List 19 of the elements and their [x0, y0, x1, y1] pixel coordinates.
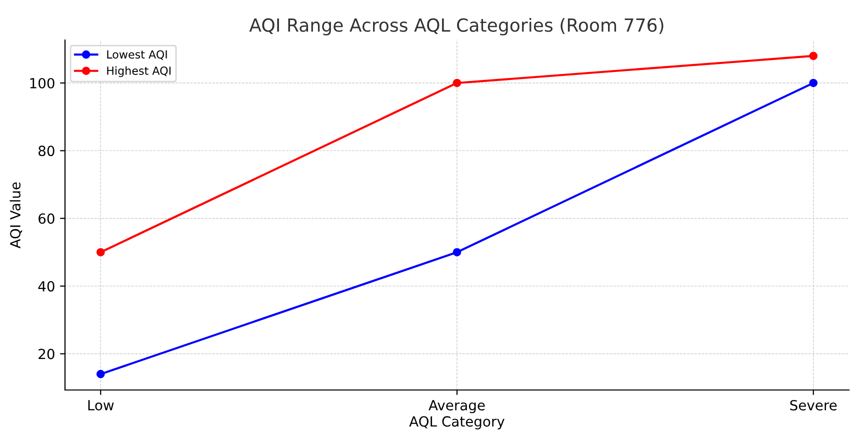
y-axis-title: AQI Value: [10, 182, 22, 248]
x-axis-title: AQL Category: [409, 416, 504, 430]
point: [96, 248, 105, 256]
legend-label: Highest AQI: [107, 66, 170, 78]
point: [452, 78, 462, 88]
x-tick-label: Average: [428, 400, 485, 414]
x-tick-label: Severe: [790, 400, 837, 410]
y-tick-label: 40: [38, 281, 54, 292]
point: [809, 52, 818, 60]
point: [96, 370, 105, 378]
y-tick-label: 60: [38, 213, 54, 224]
y-tick-label: 20: [38, 348, 54, 360]
point: [809, 78, 818, 88]
y-tick-label: 100: [30, 78, 54, 88]
x-tick-label: Low: [88, 400, 114, 410]
point: [452, 248, 462, 256]
chart-title: AQI Range Across AQL Categories (Room 776): [249, 18, 664, 36]
legend-label: Lowest AQI: [107, 50, 167, 60]
y-tick-label: 80: [38, 146, 54, 156]
